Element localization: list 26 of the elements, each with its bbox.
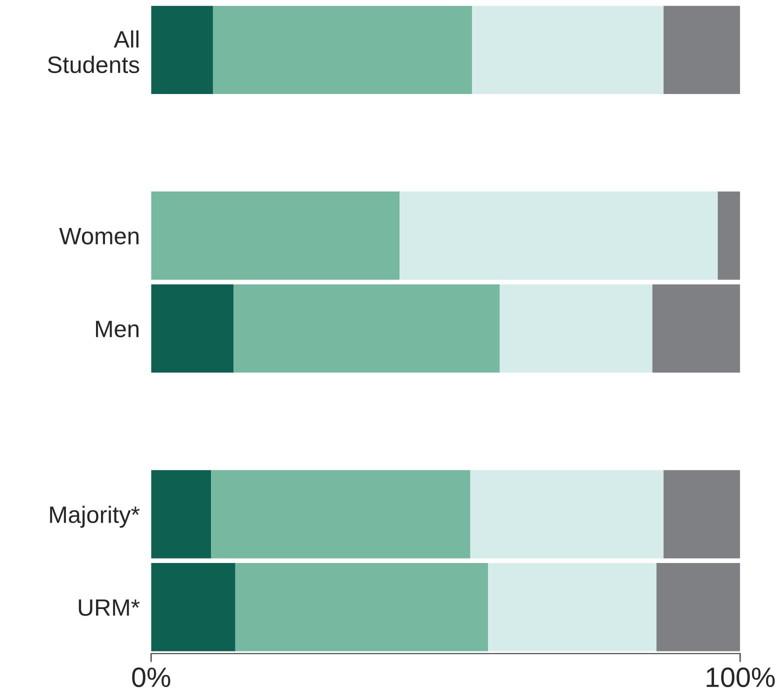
bar bbox=[472, 6, 664, 94]
bar bbox=[488, 563, 656, 652]
bar bbox=[151, 470, 212, 558]
bar bbox=[656, 563, 740, 652]
bar bbox=[500, 284, 652, 373]
bar bbox=[151, 6, 213, 94]
y-tick-label: Women bbox=[59, 228, 138, 244]
y-tick-label: Men bbox=[96, 320, 138, 338]
x-tick-label: 100% bbox=[706, 667, 775, 688]
bar bbox=[151, 284, 234, 373]
bar bbox=[235, 563, 488, 652]
bar bbox=[400, 192, 718, 280]
bar bbox=[664, 6, 740, 94]
bar bbox=[718, 192, 740, 280]
bar bbox=[212, 6, 472, 94]
bar bbox=[652, 284, 740, 373]
bar bbox=[151, 192, 400, 280]
x-tick-label: 0% bbox=[132, 667, 170, 688]
bar bbox=[211, 470, 470, 558]
bar bbox=[234, 284, 500, 373]
y-tick-label: URM* bbox=[78, 599, 140, 616]
bar bbox=[470, 470, 664, 558]
y-tick-label: Majority* bbox=[50, 506, 140, 528]
y-tick-label: All Students bbox=[48, 30, 140, 74]
bar bbox=[664, 470, 740, 558]
bar bbox=[151, 563, 236, 652]
